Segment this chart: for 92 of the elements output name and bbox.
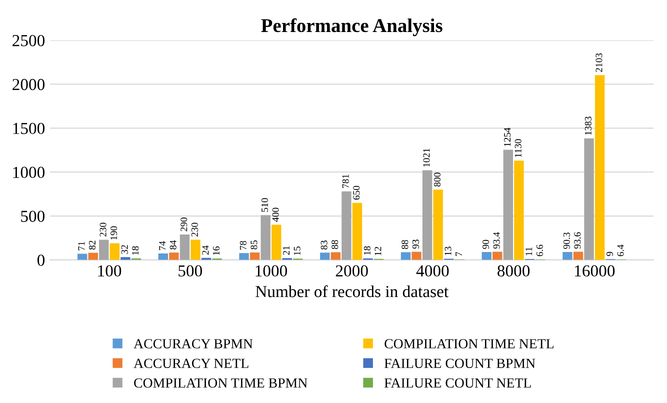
bar <box>180 234 190 260</box>
data-label: 781 <box>342 174 349 188</box>
data-label: 6.6 <box>536 244 543 256</box>
x-tick-label: 4000 <box>416 265 449 277</box>
legend-label: FAILURE COUNT BPMN <box>384 358 536 368</box>
bar <box>514 160 524 260</box>
data-label: 82 <box>88 240 96 250</box>
bar <box>239 253 249 260</box>
bar <box>272 224 282 260</box>
data-label: 1383 <box>584 116 592 135</box>
chart-title: Performance Analysis <box>261 18 442 36</box>
data-label: 18 <box>364 246 370 255</box>
y-tick-label: 500 <box>21 210 45 222</box>
data-label: 90 <box>482 240 490 249</box>
data-label: 190 <box>110 226 118 240</box>
legend-label: ACCURACY BPMN <box>134 339 253 348</box>
bar <box>492 252 502 260</box>
legend-label: COMPILATION TIME BPMN <box>134 378 308 388</box>
data-label: 13 <box>444 246 452 256</box>
data-label: 230 <box>100 222 106 237</box>
data-label: 93.6 <box>574 232 581 249</box>
data-label: 18 <box>132 246 139 255</box>
bar <box>482 252 492 260</box>
y-tick-label: 1500 <box>13 122 45 134</box>
bar <box>594 75 605 260</box>
data-label: 84 <box>170 240 176 250</box>
data-label: 510 <box>261 198 268 212</box>
data-label: 800 <box>434 172 441 187</box>
bar <box>77 254 88 260</box>
data-label: 11 <box>526 247 532 256</box>
data-label: 6.4 <box>617 244 624 256</box>
bar <box>99 240 109 260</box>
bar <box>250 252 260 260</box>
bar <box>260 215 270 260</box>
data-label: 7 <box>456 252 462 256</box>
data-label: 83 <box>320 240 328 250</box>
data-label: 12 <box>374 246 382 256</box>
bar <box>412 252 422 260</box>
bar <box>342 191 352 260</box>
data-label: 1130 <box>514 139 522 158</box>
y-tick-label: 2000 <box>12 78 45 90</box>
bar <box>562 252 572 260</box>
y-tick-label: 1000 <box>13 166 45 178</box>
data-label: 93 <box>412 240 419 249</box>
bar <box>158 253 168 260</box>
data-label: 9 <box>606 252 614 256</box>
x-tick-label: 100 <box>98 265 122 277</box>
bar <box>169 252 179 260</box>
data-label: 90.3 <box>563 232 570 249</box>
bar <box>330 252 341 260</box>
x-axis-title: Number of records in dataset <box>256 285 448 298</box>
bar <box>190 240 200 260</box>
x-tick-label: 8000 <box>498 265 530 277</box>
bar <box>120 257 130 260</box>
data-label: 290 <box>180 217 188 232</box>
data-label: 88 <box>332 240 338 250</box>
data-label: 93.4 <box>493 232 500 249</box>
data-label: 1021 <box>423 148 430 167</box>
bar <box>400 252 411 260</box>
data-label: 15 <box>294 246 300 255</box>
data-label: 78 <box>240 240 246 250</box>
data-label: 24 <box>202 245 209 255</box>
legend-label: FAILURE COUNT NETL <box>384 378 531 388</box>
data-label: 230 <box>191 222 198 237</box>
bar <box>503 150 514 260</box>
data-label: 650 <box>353 186 360 200</box>
x-tick-label: 500 <box>178 265 202 277</box>
data-label: 1254 <box>504 128 511 146</box>
bar <box>110 243 120 260</box>
x-tick-label: 16000 <box>575 265 615 277</box>
bar <box>422 170 432 260</box>
legend-label: COMPILATION TIME NETL <box>384 339 554 348</box>
data-label: 21 <box>283 246 290 255</box>
bar <box>352 202 362 260</box>
legend-label: ACCURACY NETL <box>134 358 248 368</box>
data-label: 16 <box>212 246 220 255</box>
data-label: 400 <box>272 208 279 222</box>
y-tick-label: 2500 <box>12 35 45 46</box>
data-label: 2103 <box>596 53 602 72</box>
x-tick-label: 1000 <box>256 265 288 277</box>
data-label: 32 <box>121 245 128 254</box>
bar <box>433 190 443 260</box>
data-label: 85 <box>250 240 258 250</box>
bar <box>320 252 330 260</box>
bar <box>584 138 594 260</box>
bar <box>88 252 98 260</box>
y-tick-label: 0 <box>37 254 45 266</box>
bar <box>573 252 584 260</box>
data-label: 71 <box>78 242 85 250</box>
data-label: 74 <box>159 241 166 250</box>
x-tick-label: 2000 <box>336 265 368 277</box>
data-label: 88 <box>402 240 408 250</box>
